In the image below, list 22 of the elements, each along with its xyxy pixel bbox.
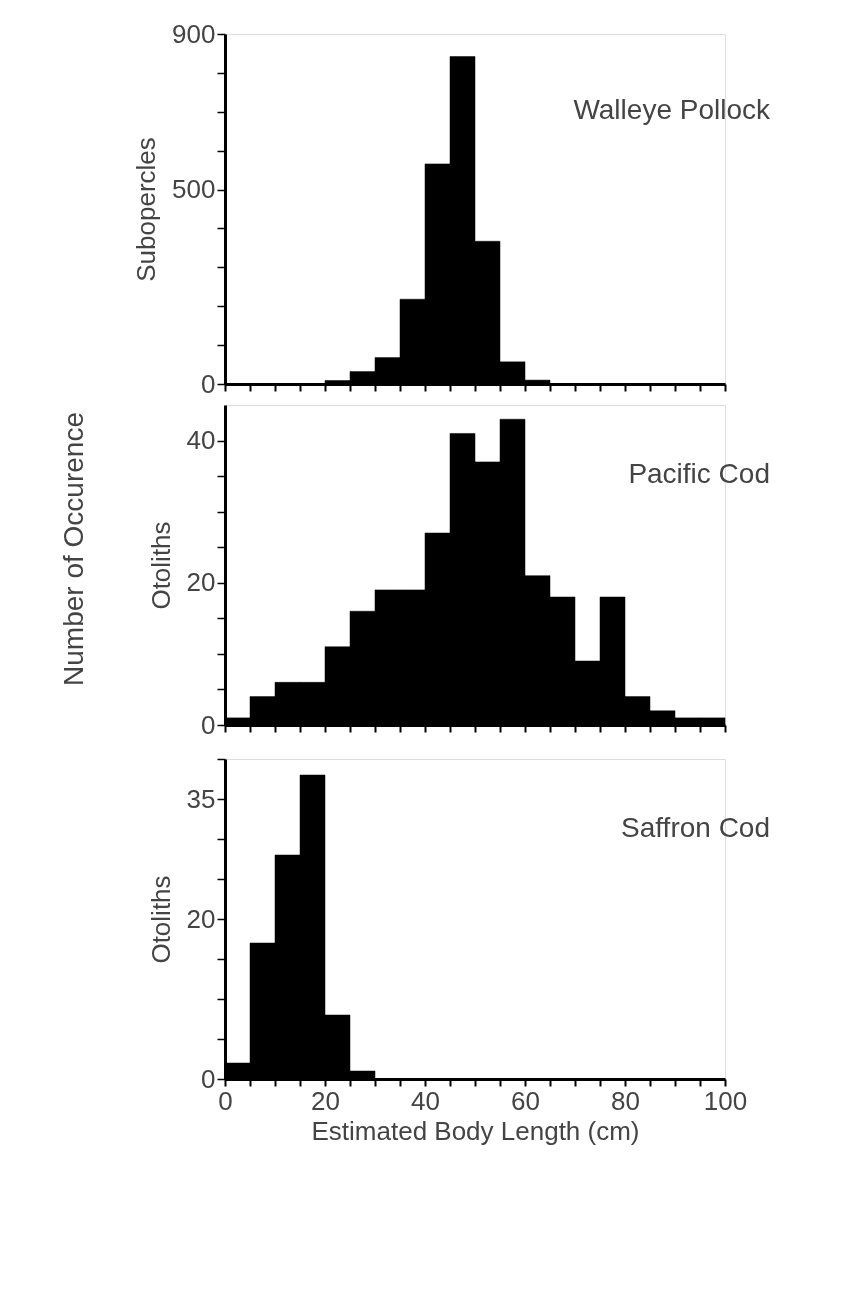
text: Pacific Cod	[628, 458, 770, 490]
text: Number of Occurence	[58, 412, 89, 686]
x-tick-label: 20	[311, 1085, 340, 1116]
y-tick-label: 500	[172, 174, 216, 205]
y-axis-title: Subopercles	[131, 137, 162, 282]
y-tick-label: 0	[201, 368, 216, 399]
y-tick-label: 900	[172, 18, 216, 49]
x-tick-label: 60	[511, 1085, 540, 1116]
x-tick-label: 80	[611, 1085, 640, 1116]
text: Walleye Pollock	[573, 94, 771, 125]
y-tick-label: 35	[186, 783, 216, 814]
x-axis-title: Estimated Body Length (cm)	[311, 1115, 640, 1146]
text: Saffron Cod	[621, 812, 770, 844]
y-tick-label: 0	[201, 709, 216, 740]
y-tick-label: 40	[186, 425, 216, 456]
x-tick-label: 40	[411, 1085, 440, 1116]
x-tick-label: 100	[703, 1085, 748, 1116]
y-axis-title: Otoliths	[145, 875, 176, 964]
y-tick-label: 20	[186, 903, 216, 934]
y-tick-label: 0	[201, 1063, 216, 1094]
y-tick-label: 20	[186, 567, 216, 598]
y-axis-title: Otoliths	[145, 521, 176, 610]
